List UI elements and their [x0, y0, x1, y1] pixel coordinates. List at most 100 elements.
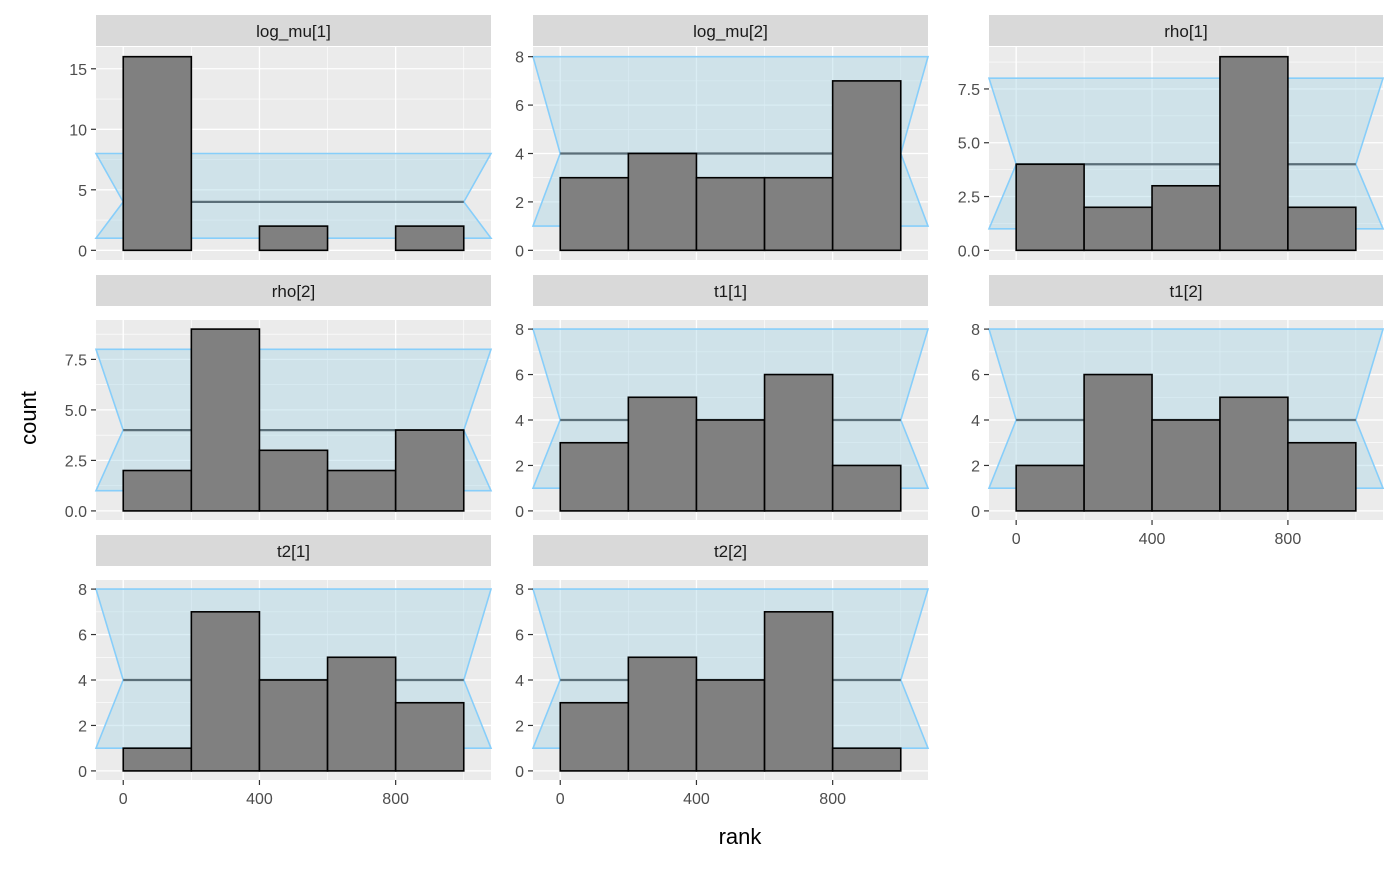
facet-title: t2[2] [714, 542, 747, 561]
histogram-bar [122, 55, 193, 252]
histogram-bar [1287, 206, 1357, 252]
facet-panel-3: rho[1] 0.0 2.5 5.0 7.5 [958, 15, 1385, 260]
histogram-bar [258, 225, 329, 252]
histogram-bar [831, 464, 902, 512]
y-tick-label: 4 [971, 413, 980, 430]
y-tick-label: 5.0 [958, 136, 980, 153]
y-tick-label: 5.0 [65, 403, 87, 420]
y-tick-label: 8 [78, 582, 87, 599]
histogram-bar [831, 747, 902, 772]
y-tick-label: 7.5 [958, 82, 980, 99]
histogram-bar [1287, 441, 1357, 512]
histogram-bar [763, 176, 834, 252]
facet-strip [96, 535, 491, 566]
y-tick-label: 0.0 [65, 504, 87, 521]
facet-panel-1: log_mu[1] 0 5 10 15 [69, 15, 493, 260]
y-tick-label: 0 [971, 504, 980, 521]
facet-panel-4: rho[2] 0.0 2.5 5.0 7.5 [65, 275, 493, 521]
x-tick-label: 0 [119, 791, 128, 808]
x-tick-label: 0 [556, 791, 565, 808]
histogram-bar [258, 449, 329, 512]
y-tick-label: 7.5 [65, 352, 87, 369]
histogram-bar [394, 225, 465, 252]
y-tick-label: 6 [78, 628, 87, 645]
x-axis-title: rank [719, 824, 763, 849]
y-tick-label: 0.0 [958, 243, 980, 260]
histogram-bar [122, 469, 193, 512]
facet-title: t2[1] [277, 542, 310, 561]
facet-strip [533, 535, 928, 566]
y-tick-label: 6 [515, 98, 524, 115]
y-tick-label: 10 [69, 122, 87, 139]
histogram-bar [258, 679, 329, 772]
y-tick-label: 0 [78, 243, 87, 260]
y-tick-label: 2 [515, 195, 524, 212]
histogram-bar [559, 701, 630, 772]
facet-title: log_mu[1] [256, 22, 331, 41]
y-tick-label: 4 [515, 147, 524, 164]
y-tick-label: 2.5 [958, 190, 980, 207]
x-tick-label: 0 [1012, 531, 1021, 548]
histogram-bar [326, 469, 397, 512]
histogram-bar [763, 611, 834, 772]
histogram-bar [1151, 184, 1221, 252]
histogram-bar [1015, 464, 1085, 512]
facet-strip [96, 275, 491, 306]
histogram-bar [695, 679, 766, 772]
histogram-bar [559, 176, 630, 252]
y-tick-label: 8 [971, 322, 980, 339]
facet-title: rho[2] [272, 282, 315, 301]
histogram-bar [394, 701, 465, 772]
histogram-bar [627, 396, 698, 512]
facet-title: rho[1] [1164, 22, 1207, 41]
y-tick-label: 2 [515, 718, 524, 735]
y-tick-label: 0 [78, 764, 87, 781]
facet-strip [533, 275, 928, 306]
histogram-bar [326, 656, 397, 772]
y-tick-label: 2 [515, 458, 524, 475]
facet-title: t1[2] [1169, 282, 1202, 301]
y-tick-label: 5 [78, 183, 87, 200]
x-tick-label: 400 [683, 791, 710, 808]
histogram-bar [190, 328, 261, 512]
histogram-bar [627, 656, 698, 772]
y-tick-label: 8 [515, 50, 524, 67]
histogram-bar [1015, 163, 1085, 252]
x-tick-label: 800 [1275, 531, 1302, 548]
histogram-bar [1083, 373, 1153, 512]
y-tick-label: 8 [515, 582, 524, 599]
histogram-bar [627, 152, 698, 252]
facet-title: log_mu[2] [693, 22, 768, 41]
histogram-bar [122, 747, 193, 772]
histogram-bar [1219, 396, 1289, 512]
facet-strip [989, 15, 1383, 46]
facet-panel-2: log_mu[2] 0 2 4 6 8 [515, 15, 930, 260]
y-tick-label: 2.5 [65, 453, 87, 470]
histogram-bar [559, 441, 630, 512]
y-tick-label: 0 [515, 243, 524, 260]
facet-strip [533, 15, 928, 46]
y-tick-label: 0 [515, 764, 524, 781]
x-tick-label: 400 [246, 791, 273, 808]
facet-panel-7: t2[1] 0 2 4 6 8 0 400 800 [78, 535, 493, 808]
x-tick-label: 400 [1139, 531, 1166, 548]
y-tick-label: 15 [69, 62, 87, 79]
x-tick-label: 800 [819, 791, 846, 808]
y-tick-label: 2 [78, 718, 87, 735]
y-axis-title: count [16, 391, 41, 445]
y-tick-label: 0 [515, 504, 524, 521]
histogram-bar [394, 429, 465, 512]
y-tick-label: 2 [971, 458, 980, 475]
histogram-bar [190, 611, 261, 772]
y-tick-label: 4 [515, 673, 524, 690]
histogram-bar [695, 419, 766, 512]
facet-panel-8: t2[2] 0 2 4 6 8 0 400 800 [515, 535, 930, 808]
y-tick-label: 6 [515, 628, 524, 645]
histogram-bar [1151, 419, 1221, 512]
y-tick-label: 6 [515, 368, 524, 385]
y-tick-label: 8 [515, 322, 524, 339]
x-tick-label: 800 [382, 791, 409, 808]
histogram-bar [1219, 55, 1289, 252]
